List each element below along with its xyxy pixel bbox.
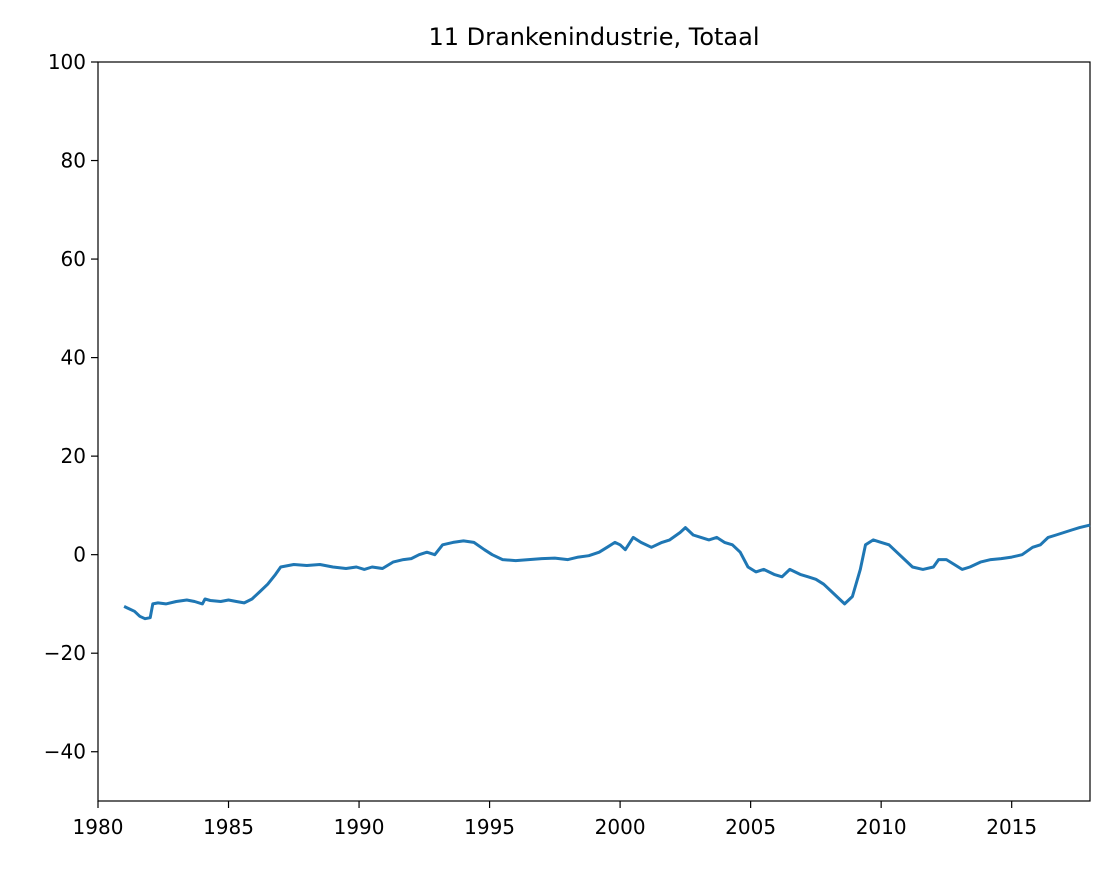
x-tick-label: 2015	[986, 815, 1037, 839]
x-tick-label: 1985	[203, 815, 254, 839]
x-tick-label: 2010	[856, 815, 907, 839]
series-layer	[123, 523, 1091, 621]
chart-title: 11 Drankenindustrie, Totaal	[428, 23, 759, 51]
x-tick-label: 1980	[73, 815, 124, 839]
plot-frame	[97, 61, 1091, 802]
y-tick-label: 20	[61, 444, 86, 468]
y-axis: 100 80 60 40 20 0 −20 −40	[44, 50, 98, 764]
x-tick-label: 1995	[464, 815, 515, 839]
y-tick-label: 40	[61, 346, 86, 370]
series-line	[123, 523, 1091, 621]
x-tick-label: 2005	[725, 815, 776, 839]
x-axis: 1980 1985 1990 1995 2000 2005 2010 2015	[73, 801, 1037, 839]
y-tick-label: −40	[44, 740, 86, 764]
y-tick-label: 0	[73, 543, 86, 567]
y-tick-label: 60	[61, 247, 86, 271]
y-tick-label: −20	[44, 641, 86, 665]
y-tick-label: 80	[61, 149, 86, 173]
x-tick-label: 1990	[334, 815, 385, 839]
y-tick-label: 100	[48, 50, 86, 74]
x-tick-label: 2000	[595, 815, 646, 839]
